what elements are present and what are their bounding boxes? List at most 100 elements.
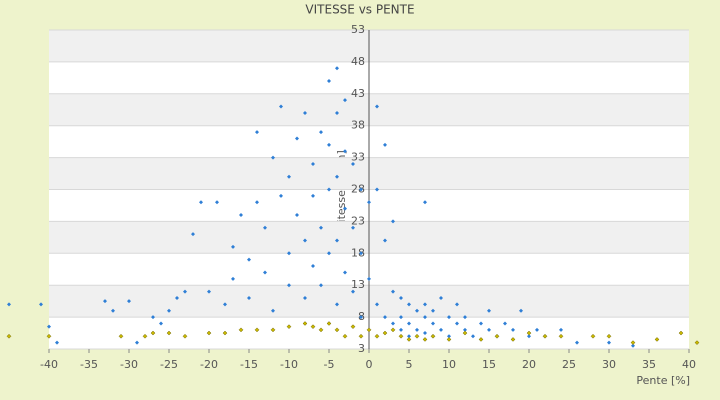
data-point xyxy=(135,340,139,345)
data-point xyxy=(423,302,427,307)
data-point xyxy=(206,330,212,336)
data-point xyxy=(694,340,700,345)
data-point xyxy=(390,327,396,333)
data-point xyxy=(279,193,283,198)
data-point xyxy=(455,302,459,307)
data-point xyxy=(630,340,636,345)
y-tick-label: 3 xyxy=(358,342,365,355)
data-point xyxy=(279,104,283,109)
data-point xyxy=(207,289,211,294)
data-point xyxy=(47,324,51,329)
data-point xyxy=(399,295,403,300)
data-point xyxy=(407,302,411,307)
data-point xyxy=(302,321,308,326)
data-point xyxy=(6,333,12,339)
data-point xyxy=(559,327,563,332)
data-point xyxy=(447,315,451,320)
data-point xyxy=(590,333,596,339)
x-tick-label: -35 xyxy=(80,358,98,371)
data-point xyxy=(287,174,291,179)
data-point xyxy=(359,251,363,256)
x-tick-label: -30 xyxy=(120,358,138,371)
data-point xyxy=(487,308,491,313)
data-point xyxy=(335,302,339,307)
data-point xyxy=(383,238,387,243)
data-point xyxy=(503,321,507,326)
data-point xyxy=(150,330,156,336)
y-tick-label: 48 xyxy=(351,55,365,68)
x-tick-label: 20 xyxy=(522,358,536,371)
data-point xyxy=(367,276,371,281)
y-tick-label: 43 xyxy=(351,87,365,100)
data-point xyxy=(271,155,275,160)
data-point xyxy=(430,333,436,339)
data-point xyxy=(527,334,531,339)
chart-title: VITESSE vs PENTE xyxy=(305,3,414,17)
data-point xyxy=(271,308,275,313)
data-point xyxy=(311,264,315,269)
data-point xyxy=(127,299,131,304)
data-point xyxy=(463,327,467,332)
x-tick-label: 25 xyxy=(562,358,576,371)
data-point xyxy=(398,333,404,339)
data-point xyxy=(343,98,347,103)
data-point xyxy=(351,289,355,294)
data-point xyxy=(326,321,332,326)
data-point xyxy=(199,200,203,205)
data-point xyxy=(239,213,243,218)
data-point xyxy=(487,327,491,332)
data-point xyxy=(423,315,427,320)
data-point xyxy=(510,337,516,342)
data-point xyxy=(511,327,515,332)
x-tick-label: 35 xyxy=(642,358,656,371)
data-point xyxy=(631,343,635,348)
data-point xyxy=(327,187,331,192)
data-point xyxy=(303,110,307,115)
data-point xyxy=(319,283,323,288)
data-point xyxy=(374,333,380,339)
y-tick-label: 53 xyxy=(351,23,365,36)
data-point xyxy=(263,225,267,230)
data-point xyxy=(439,295,443,300)
data-point xyxy=(535,327,539,332)
data-point xyxy=(343,206,347,211)
data-point xyxy=(494,333,500,339)
data-point xyxy=(375,187,379,192)
data-point xyxy=(270,327,276,333)
data-point xyxy=(335,174,339,179)
data-point xyxy=(191,232,195,237)
data-point xyxy=(111,308,115,313)
data-point xyxy=(342,333,348,339)
data-point xyxy=(255,200,259,205)
data-point xyxy=(103,299,107,304)
data-point xyxy=(215,200,219,205)
data-point xyxy=(231,244,235,249)
data-point xyxy=(254,327,260,333)
x-tick-label: 15 xyxy=(482,358,496,371)
data-point xyxy=(414,333,420,339)
data-point xyxy=(606,333,612,339)
data-point xyxy=(118,333,124,339)
data-point xyxy=(39,302,43,307)
y-tick-label: 28 xyxy=(351,183,365,196)
data-point xyxy=(358,333,364,339)
data-point xyxy=(542,333,548,339)
y-tick-label: 13 xyxy=(351,278,365,291)
data-point xyxy=(46,333,52,339)
data-point xyxy=(175,295,179,300)
data-point xyxy=(183,289,187,294)
data-point xyxy=(423,200,427,205)
data-point xyxy=(367,200,371,205)
data-point xyxy=(439,327,443,332)
data-point xyxy=(335,238,339,243)
data-point xyxy=(359,187,363,192)
data-point xyxy=(382,330,388,336)
data-point xyxy=(222,330,228,336)
data-point xyxy=(255,130,259,135)
data-point xyxy=(334,327,340,333)
data-point xyxy=(287,251,291,256)
data-point xyxy=(399,315,403,320)
data-point xyxy=(526,330,532,336)
data-point xyxy=(415,308,419,313)
